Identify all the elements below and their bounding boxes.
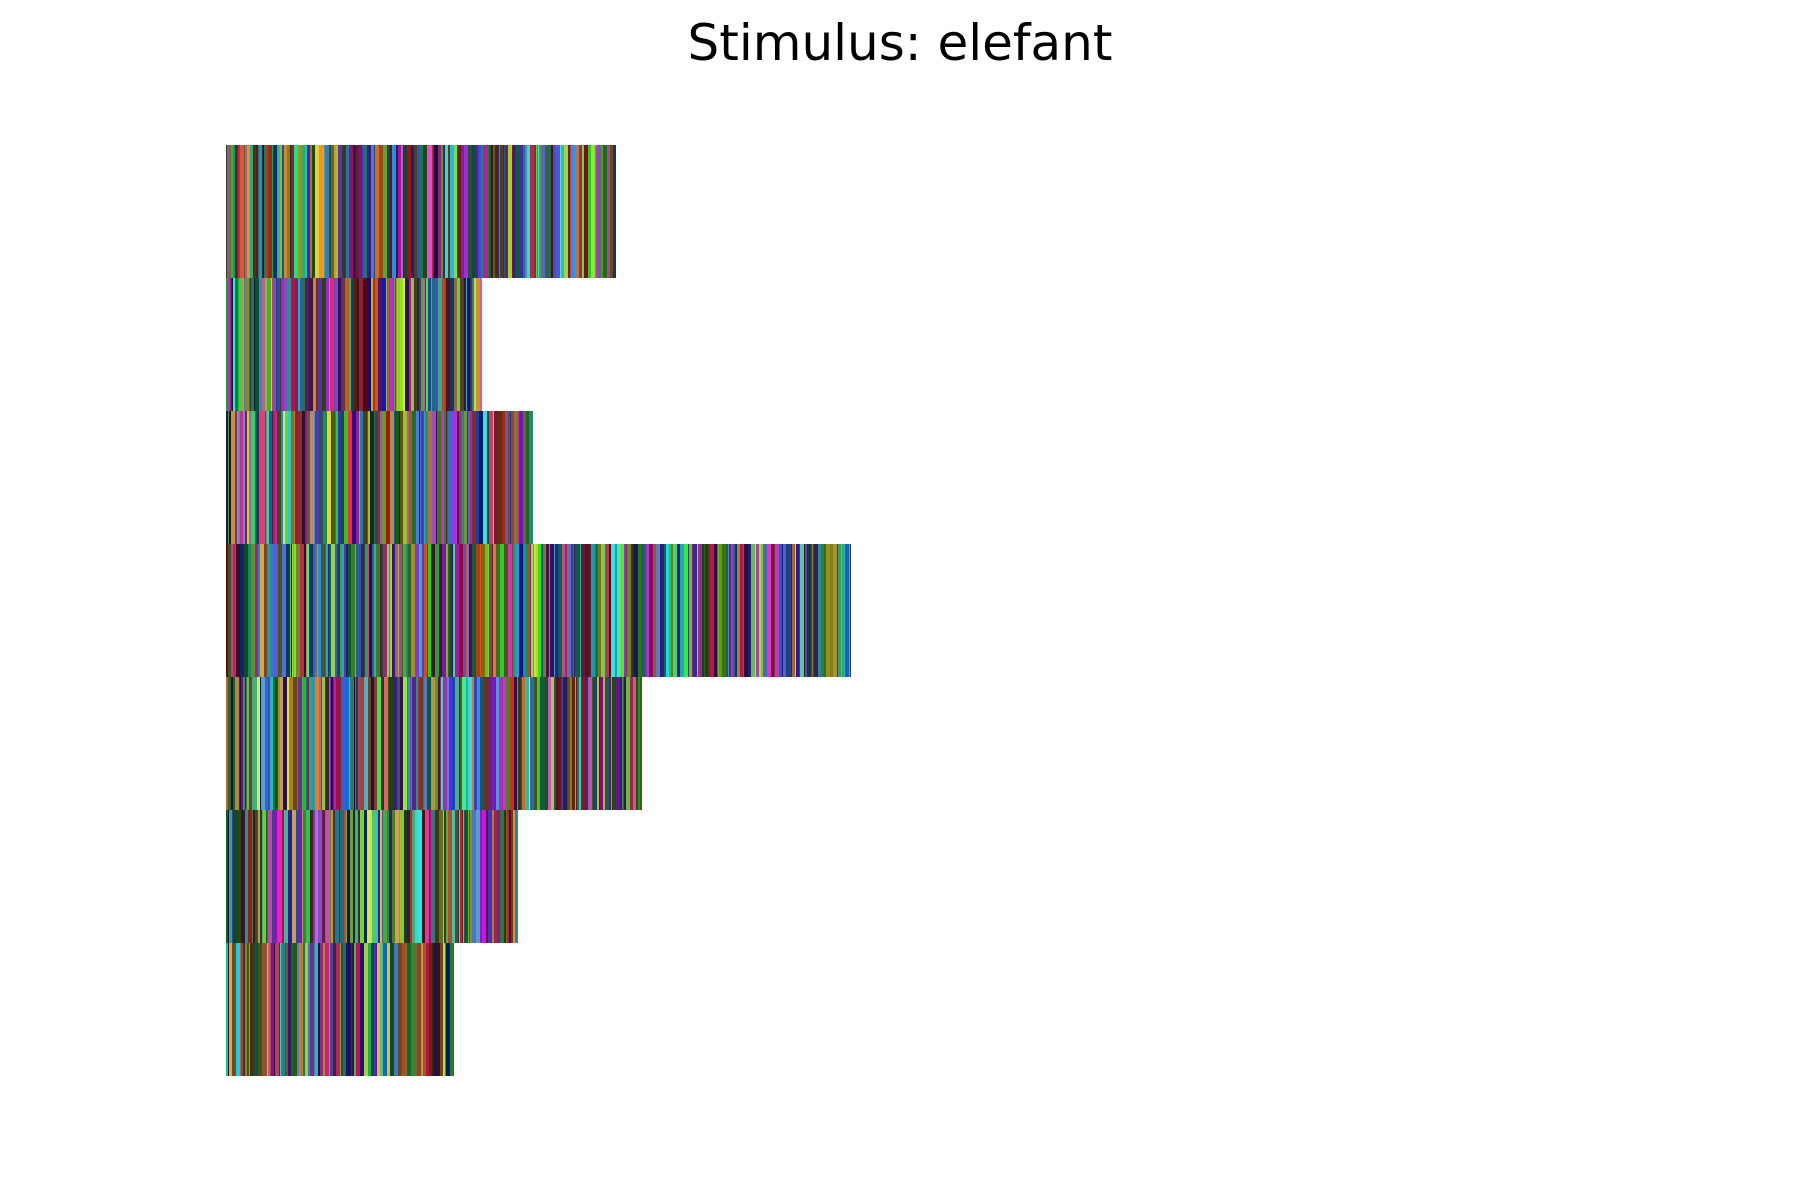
chart-title: Stimulus: elefant [687, 14, 1113, 72]
heatmap-row-6 [226, 943, 454, 1076]
heatmap-row-0 [226, 145, 616, 278]
heatmap-rows [226, 145, 851, 1076]
heatmap-row-5 [226, 810, 518, 943]
heatmap-row-2 [226, 411, 533, 544]
heatmap-row-3 [226, 544, 851, 677]
heatmap-row-1 [226, 278, 482, 411]
heatmap-row-4 [226, 677, 642, 810]
